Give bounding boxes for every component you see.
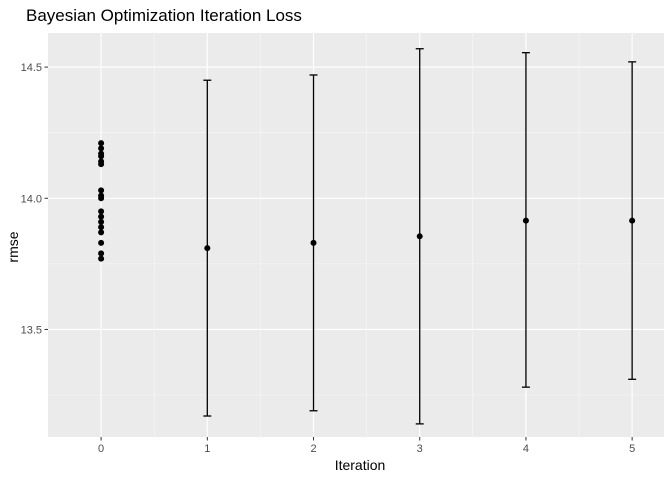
y-tick-label: 14.5 xyxy=(21,62,42,74)
iteration-point xyxy=(416,233,423,240)
x-tick-label: 5 xyxy=(629,443,635,455)
iteration-point xyxy=(629,217,636,224)
x-tick-label: 2 xyxy=(310,443,316,455)
x-tick-label: 4 xyxy=(523,443,529,455)
y-tick-label: 13.5 xyxy=(21,324,42,336)
iteration-point xyxy=(522,217,529,224)
x-tick-label: 3 xyxy=(417,443,423,455)
minor-gridlines xyxy=(48,33,664,437)
initial-point xyxy=(98,250,105,257)
plot-panel xyxy=(48,33,664,437)
initial-point xyxy=(98,195,105,202)
initial-point xyxy=(98,239,105,246)
initial-point xyxy=(98,218,105,225)
iteration-point xyxy=(204,245,211,252)
iteration-point xyxy=(310,239,317,246)
axis-ticks: 0 1 2 3 4 5 13.5 14.0 14.5 xyxy=(21,62,636,455)
initial-point xyxy=(98,208,105,215)
initial-point xyxy=(98,229,105,236)
data-points xyxy=(98,140,636,262)
x-tick-label: 1 xyxy=(204,443,210,455)
x-axis-title: Iteration xyxy=(335,457,386,473)
x-tick-label: 0 xyxy=(98,443,104,455)
initial-point xyxy=(98,213,105,220)
initial-point xyxy=(98,187,105,194)
initial-point xyxy=(98,145,105,152)
initial-point xyxy=(98,224,105,231)
initial-point xyxy=(98,161,105,168)
initial-point xyxy=(98,153,105,160)
initial-point xyxy=(98,255,105,262)
y-tick-label: 14.0 xyxy=(21,193,42,205)
chart-title: Bayesian Optimization Iteration Loss xyxy=(26,6,302,25)
y-axis-title: rmse xyxy=(5,231,21,262)
initial-point xyxy=(98,140,105,147)
